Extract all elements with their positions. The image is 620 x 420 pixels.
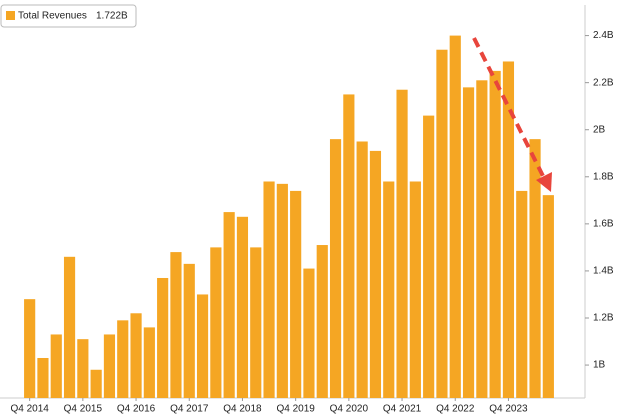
bar — [476, 80, 488, 398]
bar — [396, 89, 408, 398]
x-tick-label: Q4 2021 — [383, 404, 422, 415]
bar — [542, 195, 554, 398]
bar — [130, 313, 142, 398]
bar — [462, 87, 475, 399]
bar — [516, 190, 528, 398]
bar — [356, 141, 368, 398]
x-tick-label: Q4 2015 — [64, 404, 103, 415]
plot-area: 1B 1.2B 1.4B 1.6B 1.8B 2B 2.2B 2.4B Q4 2014 Q4 20… — [0, 5, 614, 415]
bar — [409, 181, 421, 398]
bar — [223, 212, 235, 398]
y-tick-label: 1B — [593, 360, 606, 371]
bar — [157, 277, 169, 398]
bar — [90, 369, 102, 398]
y-tick-label: 2.2B — [593, 77, 614, 88]
y-tick-label: 1.4B — [593, 266, 614, 277]
y-tick-label: 1.2B — [593, 313, 614, 324]
bar — [63, 256, 76, 398]
x-tick-label: Q4 2018 — [223, 404, 262, 415]
bar — [37, 357, 49, 398]
bar — [316, 245, 328, 398]
bar — [183, 263, 195, 398]
bar — [449, 35, 461, 399]
bar — [210, 247, 222, 398]
bar — [423, 115, 435, 398]
bar — [103, 334, 116, 398]
trend-arrow-head — [536, 172, 552, 192]
x-tick-label: Q4 2020 — [330, 404, 369, 415]
x-tick-label: Q4 2014 — [10, 404, 49, 415]
x-tick-label: Q4 2023 — [489, 404, 528, 415]
bar — [303, 268, 315, 398]
bar — [343, 94, 355, 399]
legend-swatch — [6, 11, 15, 20]
bar — [77, 339, 89, 398]
bar — [502, 61, 515, 399]
y-tick-label: 1.6B — [593, 218, 614, 229]
bar — [489, 70, 501, 398]
bar — [290, 190, 302, 398]
bar — [143, 327, 155, 398]
legend-box — [0, 4, 137, 28]
bar — [170, 252, 182, 398]
bar — [236, 216, 249, 398]
bar — [117, 320, 129, 398]
legend-label: Total Revenues — [18, 11, 87, 22]
bar — [24, 299, 36, 398]
x-tick-label: Q4 2017 — [170, 404, 209, 415]
y-tick-label: 2B — [593, 124, 606, 135]
y-tick-label: 2.4B — [593, 30, 614, 41]
bar — [383, 181, 395, 398]
bar — [329, 139, 342, 398]
bar — [436, 49, 448, 398]
legend-value: 1.722B — [96, 11, 128, 22]
bar — [50, 334, 62, 398]
bar — [263, 181, 275, 398]
bar — [250, 247, 262, 398]
trend-arrow — [472, 37, 547, 181]
x-tick-label: Q4 2016 — [117, 404, 156, 415]
y-tick-label: 1.8B — [593, 171, 614, 182]
bar — [276, 183, 288, 398]
bar — [529, 139, 541, 398]
bar — [369, 150, 382, 398]
bar — [196, 294, 209, 398]
x-tick-label: Q4 2022 — [436, 404, 475, 415]
x-tick-label: Q4 2019 — [276, 404, 315, 415]
